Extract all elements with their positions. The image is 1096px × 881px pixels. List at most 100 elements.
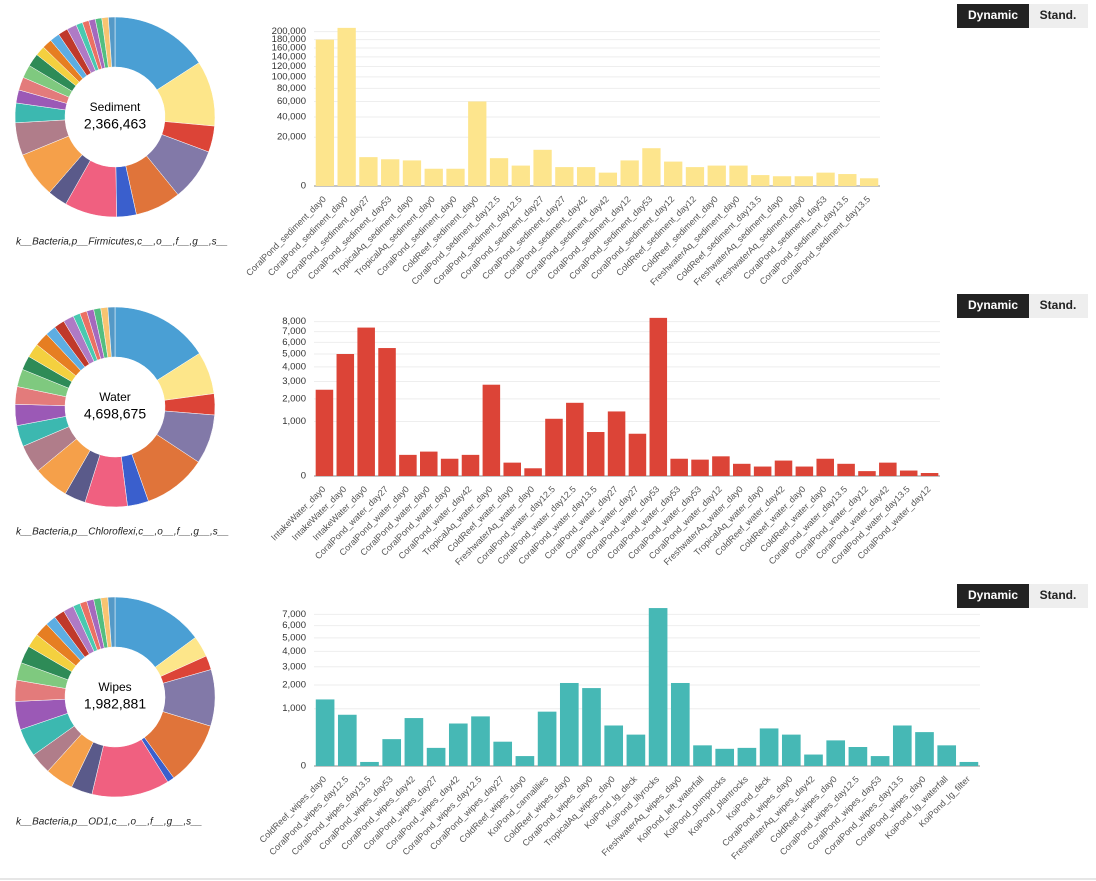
y-tick-label: 6,000 [282,620,306,631]
bar-panel: 020,00040,00060,00080,000100,000120,0001… [244,4,1088,287]
center-label: Wipes [98,680,131,694]
button-bg [957,294,1029,318]
button-stand[interactable]: Stand. [1040,298,1077,312]
y-tick-label: 3,000 [282,661,306,672]
bar [337,27,356,186]
bar [870,756,890,766]
bar [404,718,424,766]
bar [515,756,535,766]
bar [461,454,480,476]
y-tick-label: 200,000 [272,26,306,37]
bar [315,389,334,476]
y-tick-label: 140,000 [272,51,306,62]
bar [816,172,835,186]
bar [489,158,509,186]
bar [381,159,400,186]
taxon-label: k__Bacteria,p__OD1,c__,o__,f__,g__,s__ [16,817,202,828]
bar [566,402,584,476]
bar [315,39,335,186]
bar [448,723,468,766]
bar [649,317,668,476]
y-tick-label: 60,000 [277,96,306,107]
button-dynamic[interactable]: Dynamic [968,588,1018,602]
y-tick-label: 6,000 [282,337,306,348]
button-dynamic[interactable]: Dynamic [968,8,1018,22]
y-tick-label: 7,000 [282,609,306,620]
bar [848,746,868,766]
bar [816,458,834,476]
donut-panel: Water 4,698,675 k__Bacteria,p__Chloroflexi… [14,306,229,538]
button-dynamic[interactable]: Dynamic [968,298,1018,312]
button-stand[interactable]: Stand. [1040,588,1077,602]
bar [664,161,683,186]
bar [759,728,779,766]
bar [715,748,735,766]
bar [420,451,438,476]
y-tick-label: 5,000 [282,632,306,643]
y-tick-label: 0 [301,181,306,192]
bar [446,168,465,186]
y-tick-label: 40,000 [277,112,306,123]
bar [598,172,618,186]
bar [424,168,443,186]
bar [468,101,487,186]
bar [892,725,912,766]
bar [781,734,801,766]
bar [774,460,793,476]
bar [524,468,542,476]
bar [545,418,563,476]
bar [826,740,846,766]
center-label: Water [99,390,131,404]
bar [626,734,646,766]
bar [382,739,402,766]
y-tick-label: 2,000 [282,679,306,690]
bar [712,456,730,476]
button-bg [957,4,1029,28]
bar [426,747,446,766]
bar [959,761,979,766]
y-tick-label: 4,000 [282,361,306,372]
bar [879,462,897,476]
bar-panel: 0 1,000 2,000 3,000 4,0005,0006,0007,0008,00… [269,294,1088,567]
bar [737,747,757,766]
bar [795,466,814,476]
bar [359,157,378,186]
bar [357,327,375,476]
y-tick-label: 100,000 [272,71,306,82]
y-tick-label: 1,000 [282,703,306,714]
button-bg [1029,584,1088,608]
bar [471,716,490,766]
bar [685,167,705,186]
bar [753,466,772,476]
bar [503,462,521,476]
button-stand[interactable]: Stand. [1040,8,1077,22]
bar [360,761,379,766]
button-bg [1029,4,1088,28]
bar [511,165,530,186]
bar [315,699,335,766]
bar [729,165,748,186]
bar [794,176,813,186]
y-tick-label: 7,000 [282,326,306,337]
button-bg [1029,294,1088,318]
center-label: Sediment [90,100,141,114]
donut-slice [108,16,116,68]
bar [837,463,855,476]
taxon-label: k__Bacteria,p__Chloroflexi,c__,o__,f__,g… [16,527,229,538]
bar [628,433,647,476]
bar [937,745,957,766]
bar [336,354,355,476]
y-tick-label: 3,000 [282,376,306,387]
y-tick-label: 120,000 [272,61,306,72]
y-tick-label: 4,000 [282,646,306,657]
bar [772,176,792,186]
donut-panel: Sediment 2,366,463 k__Bacteria,p__Firmicut… [14,16,228,248]
y-tick-label: 180,000 [272,34,306,45]
bar [648,608,668,766]
bar [838,174,857,186]
taxon-label: k__Bacteria,p__Firmicutes,c__,o__,f__,g_… [16,237,228,248]
bar [859,178,879,186]
bar [858,471,876,476]
bar [604,725,624,766]
